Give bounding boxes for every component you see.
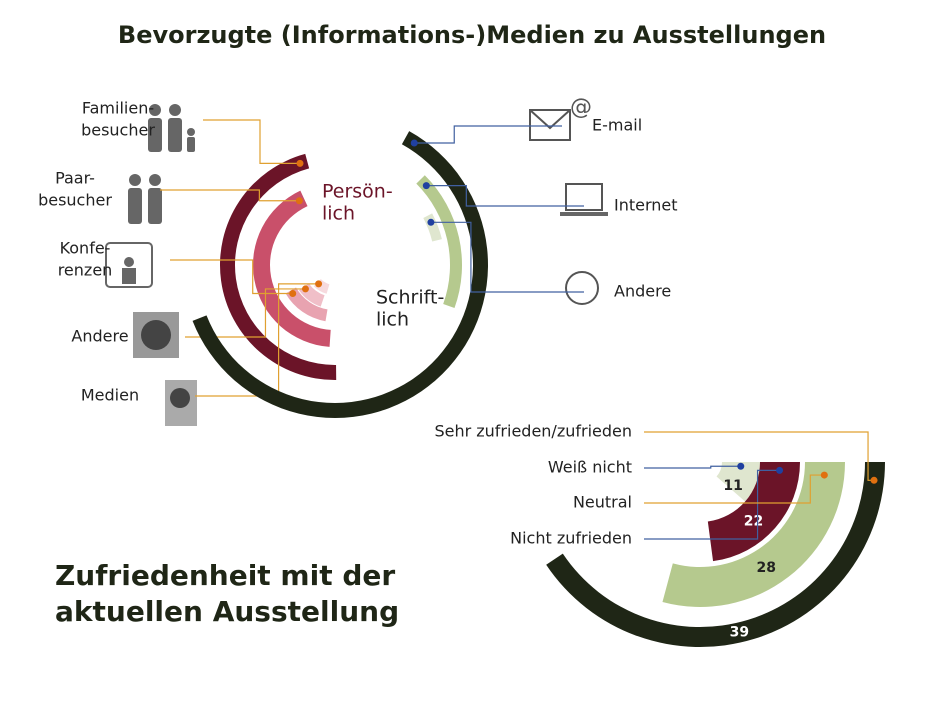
arc-bar xyxy=(192,131,489,419)
arc-bar xyxy=(707,462,800,562)
label: renzen xyxy=(58,261,113,280)
arc-bar xyxy=(662,462,845,608)
leader-dot xyxy=(422,182,430,190)
leader-line xyxy=(160,189,300,202)
leader-dot xyxy=(870,476,878,484)
label: Familien- xyxy=(82,99,154,118)
label: Internet xyxy=(614,196,678,215)
leader-dot xyxy=(289,290,297,298)
legend-label: Weiß nicht xyxy=(548,458,632,477)
leader-dot xyxy=(295,197,303,205)
leader-line xyxy=(414,125,562,144)
label: Paar- xyxy=(55,169,95,188)
leader-dot xyxy=(820,471,828,479)
chart-title: Bevorzugte (Informations-)Medien zu Auss… xyxy=(118,21,826,49)
leader-line xyxy=(170,259,293,295)
label: Medien xyxy=(81,386,139,405)
legend-label: Neutral xyxy=(573,493,632,512)
label: lich xyxy=(376,309,409,331)
label: E-mail xyxy=(592,116,642,135)
arc-bar xyxy=(220,153,337,380)
label: besucher xyxy=(38,191,112,210)
leader-line xyxy=(430,221,584,293)
legend-label: Sehr zufrieden/zufrieden xyxy=(434,422,632,441)
icons: @ xyxy=(105,95,608,426)
leader-line xyxy=(195,283,319,397)
leader-line xyxy=(185,288,306,338)
arc-bar xyxy=(423,213,442,242)
value-label: 39 xyxy=(730,625,749,641)
leader-dot xyxy=(410,139,418,147)
leader-dot xyxy=(296,159,304,167)
arc-bar xyxy=(285,287,328,322)
label: lich xyxy=(322,203,355,225)
arc-bar xyxy=(546,462,885,647)
arc-bar xyxy=(252,190,331,347)
leader-line xyxy=(426,185,584,207)
value-label: 28 xyxy=(756,560,775,576)
leader-line xyxy=(203,119,301,164)
arc-bar xyxy=(716,462,760,502)
svg-text:@: @ xyxy=(570,95,592,120)
label: Andere xyxy=(71,327,128,346)
arc-bar xyxy=(416,175,463,309)
value-label: 22 xyxy=(744,513,763,529)
chart-title: aktuellen Ausstellung xyxy=(55,595,399,628)
leader-dot xyxy=(301,285,309,293)
leader-dot xyxy=(776,466,784,474)
label: Andere xyxy=(614,282,671,301)
leader-dot xyxy=(737,462,745,470)
label: besucher xyxy=(81,121,155,140)
leader-line xyxy=(644,474,825,504)
legend-label: Nicht zufrieden xyxy=(510,529,632,548)
leader-dot xyxy=(315,280,323,288)
leader-line xyxy=(644,465,741,469)
label: Konfe- xyxy=(60,239,111,258)
leader-line xyxy=(644,469,780,540)
value-label: 11 xyxy=(723,478,742,494)
leader-dot xyxy=(427,218,435,226)
label: Persön- xyxy=(322,181,393,203)
chart-title: Zufriedenheit mit der xyxy=(55,559,395,592)
label: Schrift- xyxy=(376,287,444,309)
